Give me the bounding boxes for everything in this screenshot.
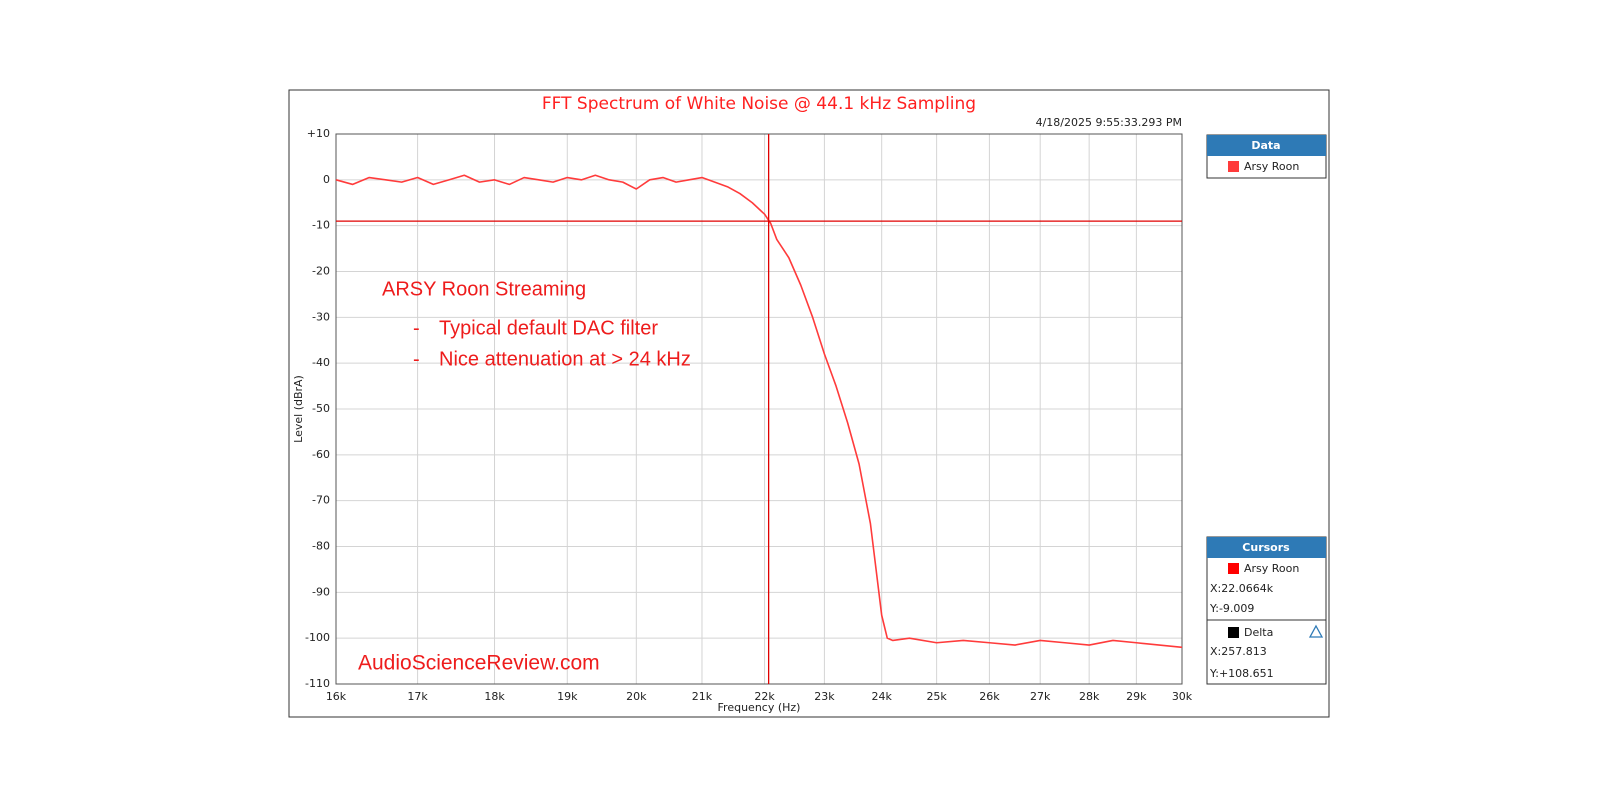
delta-swatch bbox=[1228, 627, 1239, 638]
annotation: AudioScienceReview.com bbox=[358, 652, 600, 675]
annotation: Nice attenuation at > 24 kHz bbox=[439, 348, 691, 370]
x-axis-label: Frequency (Hz) bbox=[718, 701, 801, 714]
cursor-y: Y:-9.009 bbox=[1209, 602, 1254, 615]
data-line bbox=[335, 174, 1183, 649]
cursor-swatch bbox=[1228, 563, 1239, 574]
x-tick-label: 26k bbox=[979, 690, 1000, 703]
y-tick-label: -40 bbox=[312, 356, 330, 369]
y-tick-label: -30 bbox=[312, 310, 330, 323]
annotation: ARSY Roon Streaming bbox=[382, 278, 586, 300]
y-tick-label: -90 bbox=[312, 585, 330, 598]
y-axis-label: Level (dBrA) bbox=[292, 375, 305, 443]
timestamp: 4/18/2025 9:55:33.293 PM bbox=[1036, 116, 1182, 129]
y-tick-label: -100 bbox=[305, 631, 330, 644]
y-tick-label: -70 bbox=[312, 494, 330, 507]
annotation: - bbox=[413, 317, 420, 339]
cursors-panel-header bbox=[1207, 537, 1326, 558]
y-tick-label: -50 bbox=[312, 402, 330, 415]
delta-y: Y:+108.651 bbox=[1209, 667, 1274, 680]
x-tick-label: 18k bbox=[484, 690, 505, 703]
x-tick-label: 24k bbox=[871, 690, 892, 703]
x-tick-label: 29k bbox=[1126, 690, 1147, 703]
x-tick-label: 30k bbox=[1172, 690, 1193, 703]
y-tick-label: 0 bbox=[323, 173, 330, 186]
annotation: - bbox=[413, 348, 420, 370]
delta-title: Delta bbox=[1244, 626, 1273, 639]
data-panel-header bbox=[1207, 135, 1326, 156]
x-tick-label: 16k bbox=[326, 690, 347, 703]
y-tick-label: -80 bbox=[312, 540, 330, 553]
annotation: Typical default DAC filter bbox=[439, 317, 658, 339]
x-tick-label: 21k bbox=[692, 690, 713, 703]
plot-border bbox=[335, 133, 1183, 685]
chart-title: FFT Spectrum of White Noise @ 44.1 kHz S… bbox=[542, 94, 976, 114]
x-tick-label: 19k bbox=[557, 690, 578, 703]
x-tick-label: 27k bbox=[1030, 690, 1051, 703]
legend-label: Arsy Roon bbox=[1244, 160, 1299, 173]
y-tick-label: -20 bbox=[312, 265, 330, 278]
y-tick-label: +10 bbox=[307, 127, 330, 140]
cursors-title: Cursors bbox=[1242, 541, 1290, 554]
legend-title: Data bbox=[1251, 139, 1280, 152]
cursor-x: X:22.0664k bbox=[1210, 582, 1274, 595]
delta-icon[interactable] bbox=[1308, 624, 1324, 638]
y-tick-label: -110 bbox=[305, 677, 330, 690]
x-tick-label: 23k bbox=[814, 690, 835, 703]
x-tick-label: 25k bbox=[926, 690, 947, 703]
x-tick-label: 17k bbox=[407, 690, 428, 703]
legend-swatch bbox=[1228, 161, 1239, 172]
y-tick-label: -60 bbox=[312, 448, 330, 461]
cursors-panel bbox=[1206, 536, 1327, 685]
cursor-name: Arsy Roon bbox=[1244, 562, 1299, 575]
x-tick-label: 22k bbox=[754, 690, 775, 703]
delta-x: X:257.813 bbox=[1210, 645, 1267, 658]
y-tick-label: -10 bbox=[312, 219, 330, 232]
x-tick-label: 20k bbox=[626, 690, 647, 703]
x-tick-label: 28k bbox=[1079, 690, 1100, 703]
